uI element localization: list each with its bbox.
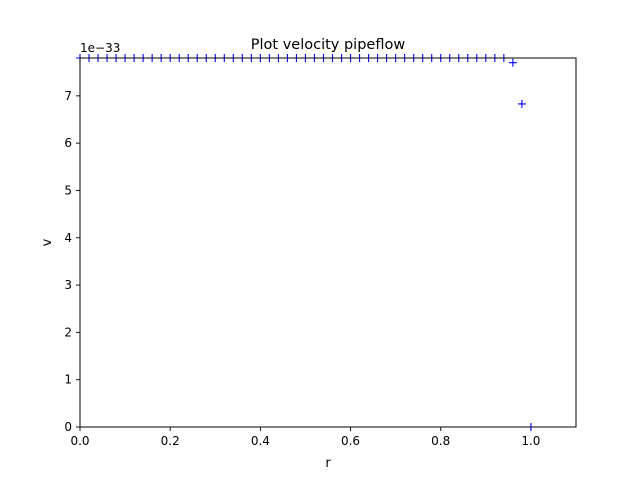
data-points	[76, 54, 535, 431]
plot-frame	[79, 57, 577, 428]
y-tick-label: 4	[64, 231, 72, 245]
y-tick-label: 2	[64, 325, 72, 339]
chart-title: Plot velocity pipeflow	[251, 37, 406, 53]
y-tick-label: 6	[64, 136, 72, 150]
data-point	[508, 58, 517, 67]
x-tick-label: 0.2	[161, 434, 180, 448]
y-tick-label: 5	[64, 183, 72, 197]
y-offset-label: 1e−33	[80, 41, 120, 55]
x-axis-label: r	[325, 456, 331, 471]
x-axis-ticks: 0.0 0.2 0.4 0.6 0.8 1.0	[70, 427, 540, 448]
x-tick-label: 0.0	[70, 434, 89, 448]
y-axis-ticks: 0 1 2 3 4 5 6 7	[64, 89, 80, 434]
x-tick-label: 0.6	[341, 434, 360, 448]
x-tick-label: 0.4	[251, 434, 270, 448]
y-axis-label: v	[40, 238, 55, 246]
data-point	[517, 99, 526, 108]
x-tick-label: 1.0	[521, 434, 540, 448]
y-tick-label: 1	[64, 373, 72, 387]
y-tick-label: 0	[64, 420, 72, 434]
y-tick-label: 7	[64, 89, 72, 103]
y-tick-label: 3	[64, 278, 72, 292]
x-tick-label: 0.8	[431, 434, 450, 448]
